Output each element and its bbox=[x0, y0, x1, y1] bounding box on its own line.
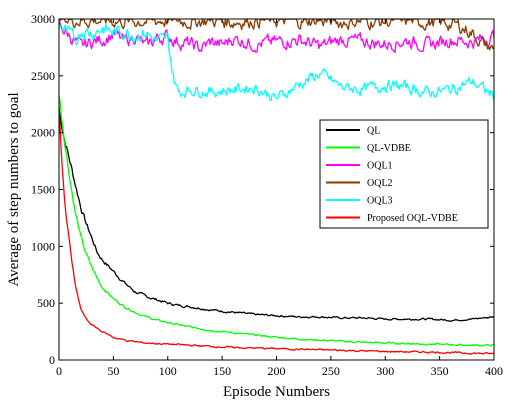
x-tick-label: 350 bbox=[431, 364, 449, 378]
y-tick-label: 0 bbox=[49, 353, 55, 367]
series-line-proposed-oql-vdbe bbox=[58, 106, 495, 355]
series-line-oql3 bbox=[58, 23, 495, 102]
legend-label: QL-VDBE bbox=[367, 143, 411, 154]
x-tick-label: 200 bbox=[268, 364, 286, 378]
legend-label: QL bbox=[367, 126, 380, 137]
x-tick-label: 0 bbox=[56, 364, 62, 378]
x-tick-label: 50 bbox=[107, 364, 119, 378]
legend-box bbox=[319, 119, 489, 229]
y-tick-label: 3000 bbox=[31, 12, 55, 26]
legend-label: OQL2 bbox=[367, 178, 393, 189]
y-tick-label: 2500 bbox=[31, 69, 55, 83]
y-tick-label: 1000 bbox=[31, 239, 55, 253]
x-tick-label: 100 bbox=[159, 364, 177, 378]
series-line-ql-vdbe bbox=[58, 95, 495, 347]
series-line-ql bbox=[58, 109, 495, 322]
y-axis-label: Average of step numbers to goal bbox=[6, 92, 22, 286]
y-tick-label: 500 bbox=[37, 296, 55, 310]
x-tick-label: 150 bbox=[213, 364, 231, 378]
legend-label: OQL3 bbox=[367, 196, 393, 207]
x-axis-label: Episode Numbers bbox=[223, 384, 330, 400]
ticks-layer: 0 50 100 150 200 250 300 350 400 0 500 1000 1500 2000… bbox=[31, 12, 503, 378]
x-tick-label: 400 bbox=[485, 364, 503, 378]
legend-label: OQL1 bbox=[367, 161, 393, 172]
y-tick-label: 2000 bbox=[31, 126, 55, 140]
legend: QL QL-VDBE OQL1 OQL2 OQL3 Proposed OQL-VDBE bbox=[319, 119, 489, 229]
x-tick-label: 250 bbox=[322, 364, 340, 378]
legend-label: Proposed OQL-VDBE bbox=[367, 213, 458, 224]
x-tick-label: 300 bbox=[376, 364, 394, 378]
y-tick-label: 1500 bbox=[31, 183, 55, 197]
